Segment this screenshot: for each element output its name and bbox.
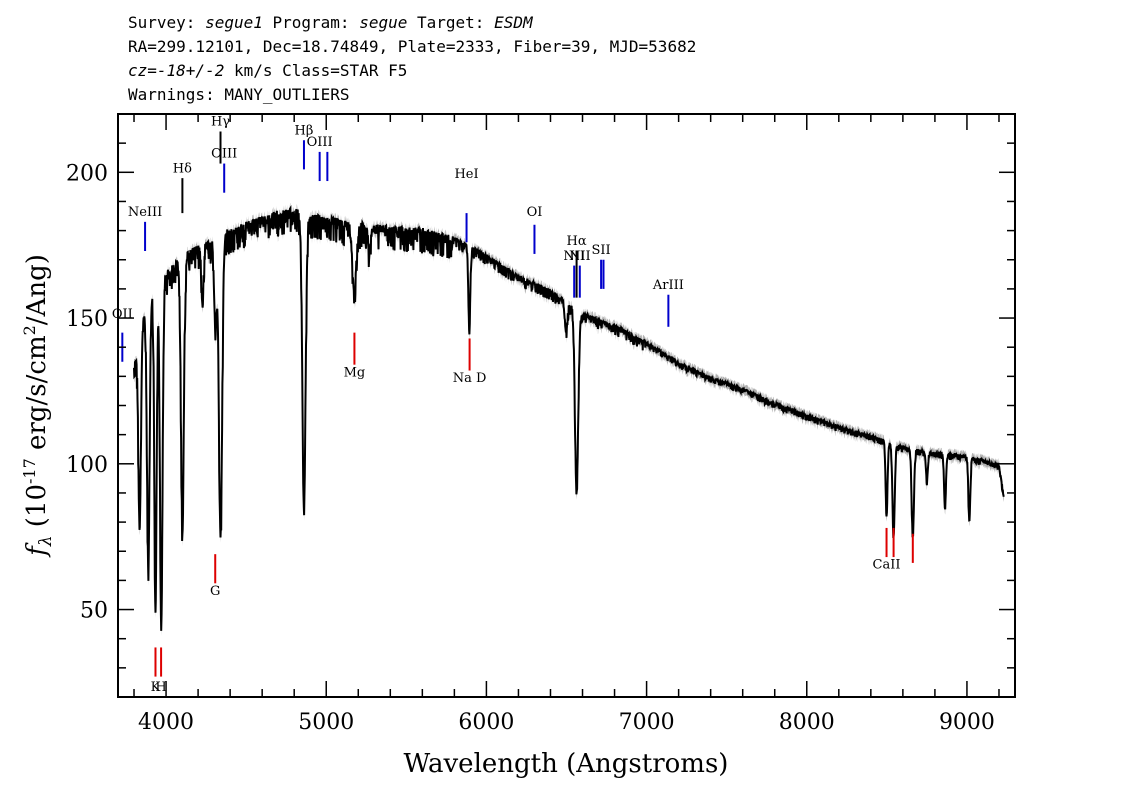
emission-line-label: NII: [563, 249, 585, 264]
x-tick-label: 5000: [298, 710, 354, 735]
redshift-value: cz=-18+/-2: [128, 61, 225, 80]
x-tick-label: 6000: [458, 710, 514, 735]
y-tick-label: 50: [80, 599, 108, 624]
emission-line-label: OI: [527, 205, 543, 220]
absorption-line-label: Na D: [453, 371, 487, 386]
axis-tick-labels: 4000 5000 6000 7000 8000 9000 50 100 150 200: [66, 161, 995, 735]
plot-frame: [117, 113, 1016, 698]
y-tick-label: 100: [66, 453, 108, 478]
emission-line-label: Hδ: [173, 161, 192, 176]
y-tick-label: 200: [66, 161, 108, 186]
y-label-units: erg/s/cm: [22, 335, 52, 458]
y-tick-label: 150: [66, 307, 108, 332]
header-line-4: Warnings: MANY_OUTLIERS: [128, 85, 350, 104]
header-line-2: RA=299.12101, Dec=18.74849, Plate=2333, …: [128, 37, 697, 56]
emission-line-label: Hβ: [295, 123, 314, 138]
absorption-line-label: H: [155, 680, 166, 695]
header-line-3: cz=-18+/-2 km/s Class=STAR F5: [128, 60, 407, 81]
emission-line-label: SII: [592, 243, 611, 258]
y-label-square: 2: [20, 325, 39, 335]
emission-line-label: Hα: [567, 234, 587, 249]
target-label: Target:: [407, 13, 495, 32]
emission-line-label: OII: [112, 307, 133, 322]
axis-ticks: [118, 114, 1015, 697]
y-symbol-subscript: λ: [36, 535, 56, 547]
x-tick-label: 9000: [939, 710, 995, 735]
survey-label: Survey:: [128, 13, 206, 32]
y-label-exponent: -17: [20, 458, 39, 484]
absorption-line-label: K: [151, 680, 161, 695]
x-axis-title: Wavelength (Angstroms): [404, 749, 729, 779]
x-tick-label: 4000: [138, 710, 194, 735]
emission-line-label: NII: [569, 249, 591, 264]
absorption-line-label: Mg: [344, 365, 366, 380]
absorption-line-label: CaII: [873, 558, 901, 573]
error-band-path: [134, 203, 1004, 637]
emission-line-label: ArIII: [652, 278, 684, 293]
program-value: segue: [359, 13, 408, 32]
emission-line-label: Hγ: [211, 115, 230, 130]
program-label: Program:: [262, 13, 360, 32]
class-value: km/s Class=STAR F5: [224, 61, 408, 80]
y-label-open: (10: [22, 484, 52, 536]
y-axis-title: fλ (10-17 erg/s/cm2/Ang): [20, 254, 56, 558]
absorption-line-label: G: [210, 584, 220, 599]
spectrum-line: [133, 204, 1005, 631]
spectrum-path: [133, 204, 1005, 631]
emission-line-label: HeI: [454, 167, 478, 182]
emission-line-label: NeIII: [128, 205, 162, 220]
survey-value: segue1: [205, 13, 263, 32]
header-line-1: Survey: segue1 Program: segue Target: ES…: [128, 12, 533, 33]
spectrum-error-band: [134, 203, 1004, 637]
emission-line-label: OIII: [211, 147, 237, 162]
y-label-close: /Ang): [22, 254, 52, 325]
x-tick-label: 8000: [779, 710, 835, 735]
y-axis-title-text: fλ (10-17 erg/s/cm2/Ang): [20, 254, 56, 558]
x-tick-label: 7000: [619, 710, 675, 735]
emission-line-label: OIII: [307, 135, 333, 150]
target-value: ESDM: [494, 13, 533, 32]
